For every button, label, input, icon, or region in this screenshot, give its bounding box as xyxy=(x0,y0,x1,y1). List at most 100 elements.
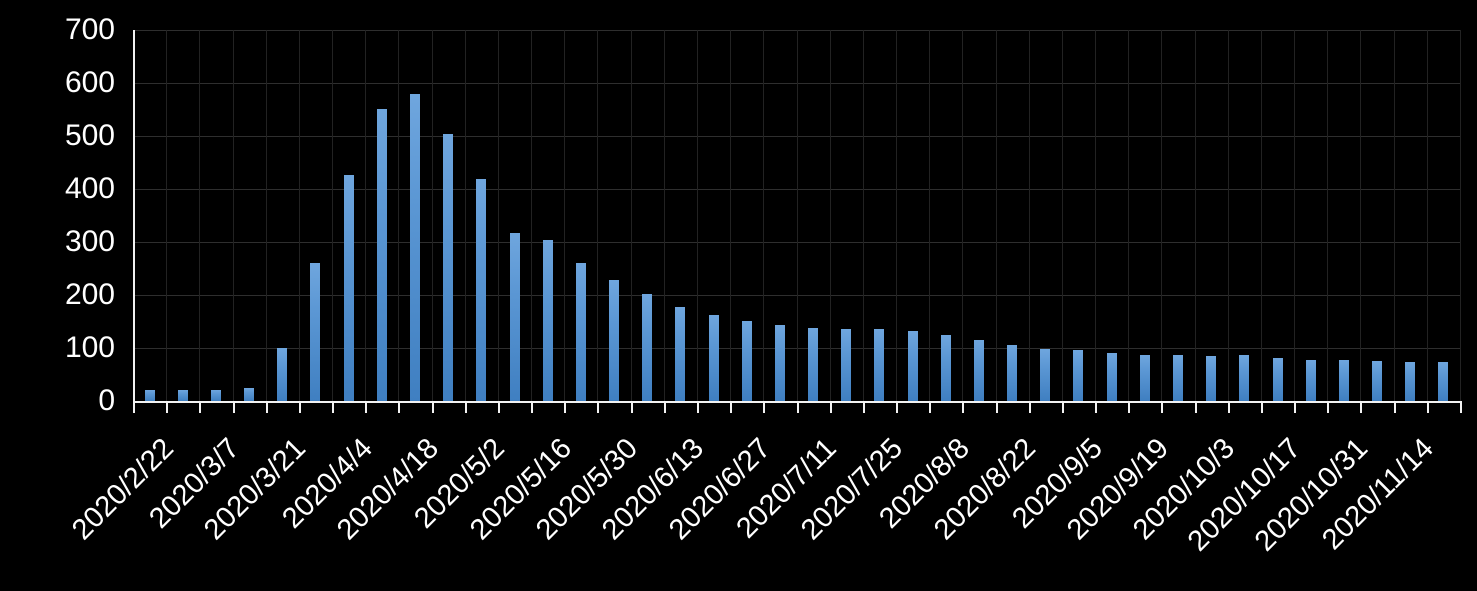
vertical-gridline xyxy=(1128,30,1130,401)
x-axis-tick xyxy=(1294,403,1297,413)
bar xyxy=(708,314,719,401)
x-axis-tick xyxy=(663,403,666,413)
vertical-gridline xyxy=(1460,30,1461,401)
vertical-gridline xyxy=(663,30,665,401)
bar xyxy=(144,389,155,401)
vertical-gridline xyxy=(995,30,997,401)
bar xyxy=(1073,349,1084,401)
bar xyxy=(741,320,752,401)
x-axis-tick xyxy=(1327,403,1330,413)
bar xyxy=(376,108,387,401)
bar xyxy=(1305,360,1316,401)
vertical-gridline xyxy=(166,30,168,401)
vertical-gridline xyxy=(1393,30,1395,401)
vertical-gridline xyxy=(1095,30,1097,401)
vertical-gridline xyxy=(630,30,632,401)
bar xyxy=(1206,356,1217,401)
x-axis-tick xyxy=(862,403,865,413)
bar xyxy=(244,388,255,401)
vertical-gridline xyxy=(829,30,831,401)
vertical-gridline xyxy=(1194,30,1196,401)
y-axis-tick-label: 100 xyxy=(64,331,115,364)
vertical-gridline xyxy=(265,30,267,401)
y-axis-tick-label: 300 xyxy=(64,225,115,258)
x-axis-tick xyxy=(365,403,368,413)
y-axis-line xyxy=(133,30,135,403)
y-axis-tick-label: 700 xyxy=(64,13,115,46)
bar xyxy=(509,232,520,401)
bar xyxy=(1338,360,1349,401)
x-axis-tick xyxy=(696,403,699,413)
x-axis-tick xyxy=(298,403,301,413)
vertical-gridline xyxy=(1061,30,1063,401)
x-axis-tick xyxy=(1426,403,1429,413)
y-axis-tick-label: 500 xyxy=(64,119,115,152)
bar xyxy=(443,133,454,401)
x-axis-tick xyxy=(1028,403,1031,413)
x-axis-tick xyxy=(929,403,932,413)
vertical-gridline xyxy=(431,30,433,401)
bar xyxy=(1173,354,1183,401)
bar xyxy=(940,335,951,401)
x-axis-tick xyxy=(199,403,202,413)
vertical-gridline xyxy=(1360,30,1362,401)
vertical-gridline xyxy=(1260,30,1262,401)
bar xyxy=(774,324,785,401)
x-axis-tick xyxy=(630,403,633,413)
bar xyxy=(642,294,653,401)
bar xyxy=(476,179,487,401)
bar xyxy=(1139,355,1150,401)
x-axis-tick xyxy=(1460,403,1462,413)
x-axis-tick xyxy=(464,403,467,413)
vertical-gridline xyxy=(1028,30,1030,401)
x-axis-tick xyxy=(166,403,169,413)
x-axis-tick xyxy=(763,403,766,413)
x-axis-tick xyxy=(332,403,335,413)
x-axis-tick xyxy=(133,403,135,413)
y-axis-tick-label: 200 xyxy=(64,278,115,311)
bar xyxy=(277,348,288,401)
bar xyxy=(1040,348,1051,401)
x-axis-tick xyxy=(796,403,799,413)
vertical-gridline xyxy=(1294,30,1296,401)
vertical-gridline xyxy=(199,30,201,401)
y-axis-tick-label: 400 xyxy=(64,172,115,205)
bar xyxy=(409,93,420,401)
x-axis-tick xyxy=(1227,403,1230,413)
x-axis-tick xyxy=(1161,403,1164,413)
x-axis-tick xyxy=(531,403,534,413)
vertical-gridline xyxy=(1426,30,1428,401)
bar xyxy=(841,329,852,401)
bar xyxy=(177,389,188,401)
vertical-gridline xyxy=(531,30,533,401)
vertical-gridline xyxy=(896,30,898,401)
x-axis-tick xyxy=(1360,403,1363,413)
x-axis-tick xyxy=(431,403,434,413)
bar xyxy=(310,262,321,401)
x-axis-tick xyxy=(398,403,401,413)
bar xyxy=(973,339,984,401)
bar xyxy=(575,263,586,401)
vertical-gridline xyxy=(929,30,931,401)
vertical-gridline xyxy=(464,30,466,401)
bar xyxy=(1372,361,1383,401)
x-axis-tick xyxy=(1194,403,1197,413)
x-axis-tick xyxy=(1095,403,1098,413)
vertical-gridline xyxy=(1161,30,1163,401)
vertical-gridline xyxy=(398,30,400,401)
vertical-gridline xyxy=(763,30,765,401)
x-axis-tick xyxy=(265,403,268,413)
x-axis-tick xyxy=(829,403,832,413)
bar xyxy=(1239,355,1250,401)
vertical-gridline xyxy=(597,30,599,401)
vertical-gridline xyxy=(696,30,698,401)
bar xyxy=(343,174,354,401)
vertical-gridline xyxy=(497,30,499,401)
bar xyxy=(1438,362,1449,401)
x-axis-tick xyxy=(1260,403,1263,413)
bar xyxy=(210,389,221,401)
vertical-gridline xyxy=(1327,30,1329,401)
x-axis-tick xyxy=(730,403,733,413)
y-axis-tick-label: 0 xyxy=(98,384,115,417)
